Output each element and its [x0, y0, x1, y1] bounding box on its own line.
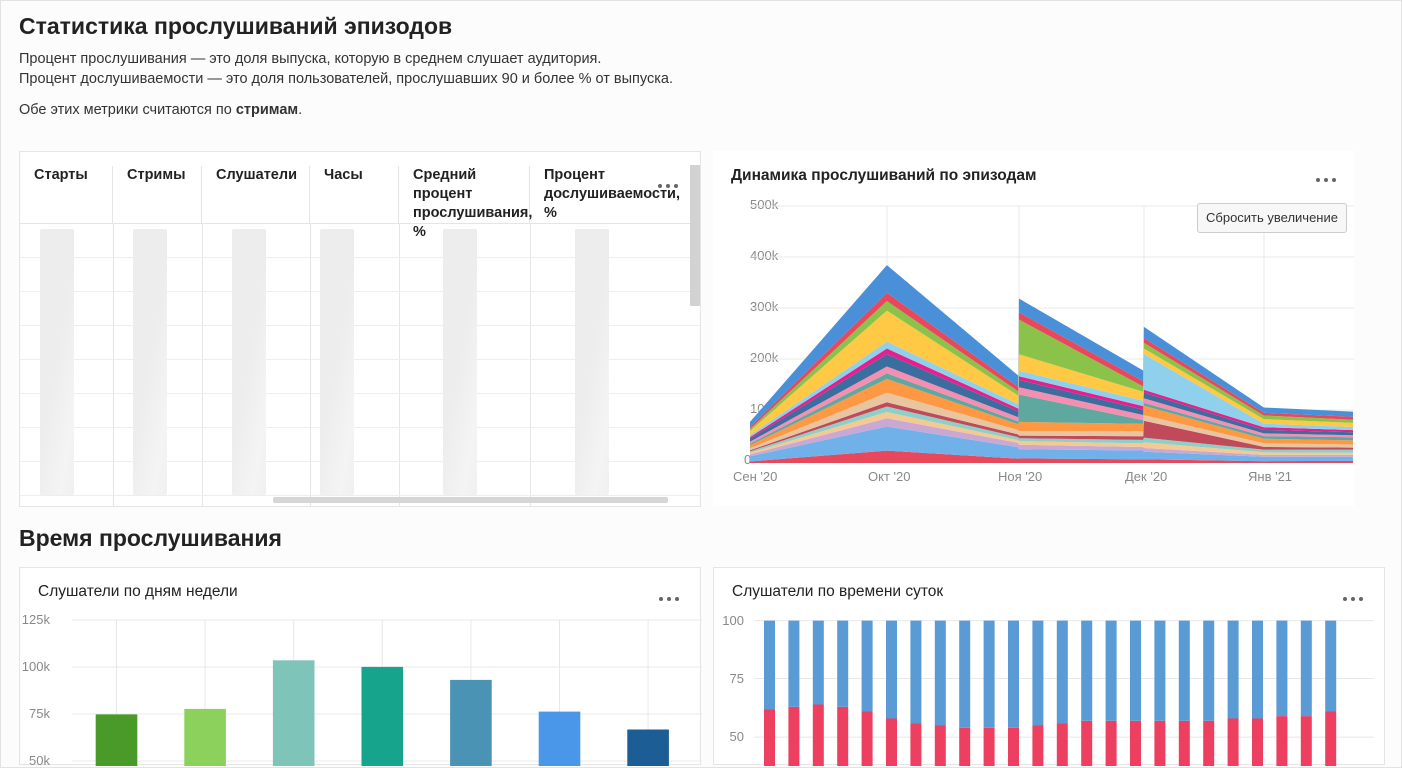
svg-text:300k: 300k: [750, 299, 779, 314]
svg-text:100: 100: [722, 613, 744, 628]
svg-text:100k: 100k: [22, 659, 51, 674]
svg-text:50: 50: [730, 729, 744, 744]
svg-text:400k: 400k: [750, 248, 779, 263]
svg-text:Ноя '20: Ноя '20: [998, 469, 1042, 484]
svg-text:75k: 75k: [29, 706, 50, 721]
svg-text:Сен '20: Сен '20: [733, 469, 777, 484]
svg-text:Окт '20: Окт '20: [868, 469, 910, 484]
svg-text:Дек '20: Дек '20: [1125, 469, 1167, 484]
svg-text:50k: 50k: [29, 753, 50, 766]
svg-text:75: 75: [730, 671, 744, 686]
svg-text:125k: 125k: [22, 612, 51, 627]
svg-text:200k: 200k: [750, 350, 779, 365]
svg-text:500k: 500k: [750, 197, 779, 212]
svg-text:Янв '21: Янв '21: [1248, 469, 1292, 484]
